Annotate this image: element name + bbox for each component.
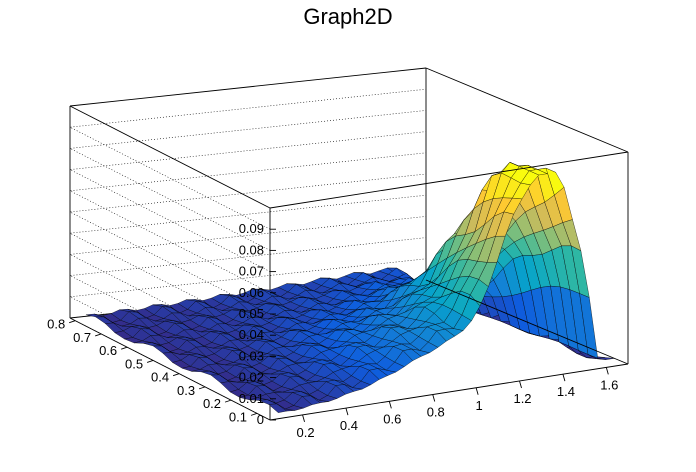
y-tick-label: 0.2 <box>203 396 221 411</box>
y-tick-label: 0.3 <box>177 383 195 398</box>
y-axis: 0.1 0.2 0.3 0.4 0.5 0.6 0.7 0.8 <box>47 317 258 424</box>
y-tick <box>121 346 128 350</box>
x-axis: 0.2 0.4 0.6 0.8 1 1.2 1.4 1.6 <box>297 367 618 440</box>
x-tick-label: 1.4 <box>557 384 575 399</box>
floor-edge-left <box>69 317 271 421</box>
y-tick <box>250 412 258 416</box>
x-tick <box>432 394 436 402</box>
z-tick-label: 0.06 <box>239 285 264 300</box>
x-tick-label: 0.4 <box>340 418 358 433</box>
surface-cell <box>596 357 615 360</box>
top-edge-right <box>425 67 629 153</box>
chart-title: Graph2D <box>303 4 393 29</box>
x-tick <box>562 374 566 382</box>
z-tick-label: 0.03 <box>239 348 264 363</box>
y-tick <box>69 320 76 324</box>
z-axis: 0 0.01 0.02 0.03 0.04 0.05 0.06 0.07 0.08 0.09 <box>239 221 276 427</box>
x-tick-label: 0.8 <box>427 405 445 420</box>
top-edge-left <box>69 105 271 209</box>
x-tick <box>345 407 349 416</box>
y-tick-label: 0.6 <box>99 343 117 358</box>
x-tick <box>302 414 305 423</box>
y-tick-label: 0.1 <box>229 409 247 424</box>
z-tick-label: 0.08 <box>239 242 264 257</box>
x-tick <box>388 401 392 409</box>
x-tick-label: 0.2 <box>297 425 315 440</box>
y-tick <box>95 333 102 337</box>
z-tick-label: 0 <box>257 412 264 427</box>
y-tick-label: 0.7 <box>73 330 91 345</box>
front-frame <box>269 67 629 421</box>
y-tick-label: 0.8 <box>47 317 65 332</box>
z-gridline <box>68 88 427 230</box>
y-tick <box>172 373 180 377</box>
x-tick <box>605 367 609 375</box>
x-tick-label: 1.6 <box>600 377 618 392</box>
z-tick-label: 0.05 <box>239 306 264 321</box>
z-tick-label: 0.02 <box>239 370 264 385</box>
y-tick <box>224 399 232 403</box>
y-tick <box>198 386 206 390</box>
x-tick <box>519 380 522 389</box>
floor-edge-front <box>269 363 629 421</box>
top-edge-front <box>269 151 629 209</box>
z-tick-label: 0.07 <box>239 264 264 279</box>
x-tick <box>475 387 479 395</box>
x-tick-label: 1 <box>476 398 483 413</box>
z-tick-label: 0.09 <box>239 221 264 236</box>
top-edge-back <box>69 67 427 107</box>
x-tick-label: 1.2 <box>513 391 531 406</box>
surface-mesh <box>85 162 615 413</box>
y-tick-label: 0.5 <box>125 356 143 371</box>
z-tick-label: 0.01 <box>239 391 264 406</box>
y-tick-label: 0.4 <box>151 370 169 385</box>
z-tick-label: 0.04 <box>239 327 264 342</box>
floor-edge-right <box>425 279 629 365</box>
y-tick <box>146 359 154 363</box>
x-tick-label: 0.6 <box>383 411 401 426</box>
